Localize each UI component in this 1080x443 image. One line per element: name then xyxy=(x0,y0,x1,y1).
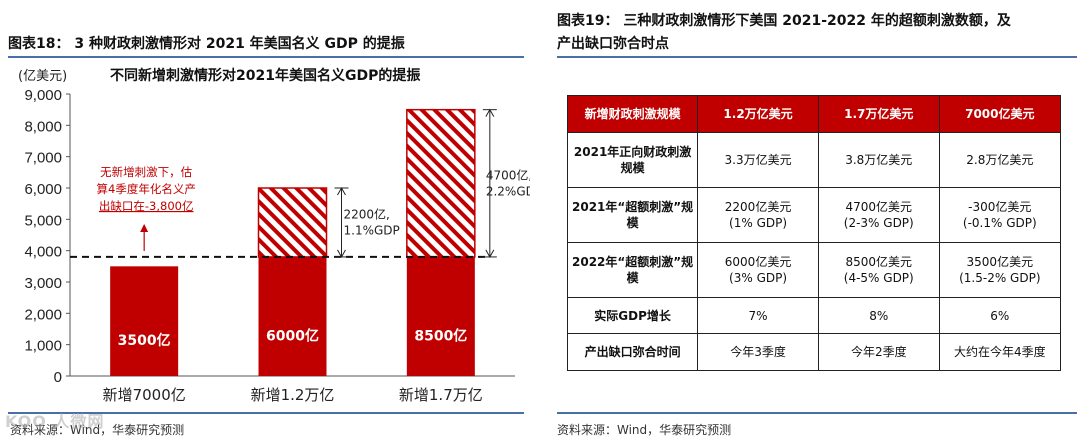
source-rule-left xyxy=(8,412,524,414)
bar xyxy=(110,266,179,376)
table-cell: 4700亿美元 (2-3% GDP) xyxy=(817,187,940,243)
table-row-label: 实际GDP增长 xyxy=(566,297,699,334)
table-row: 产出缺口弥合时间 今年3季度 今年2季度 大约在今年4季度 xyxy=(566,333,1062,371)
table-header-cell: 新增财政刺激规模 xyxy=(566,95,699,133)
y-tick-label: 1,000 xyxy=(24,338,62,355)
y-tick-label: 3,000 xyxy=(24,275,62,292)
figure-title-right-line2: 产出缺口弥合时点 xyxy=(557,36,669,52)
bar xyxy=(406,256,475,376)
table-cell: 6% xyxy=(938,297,1062,334)
gap-arrow-head xyxy=(140,224,149,232)
y-tick-label: 7,000 xyxy=(24,150,62,167)
table-row-label: 2021年正向财政刺激规模 xyxy=(566,132,699,188)
table-cell: 8500亿美元 (4-5% GDP) xyxy=(817,242,940,298)
table-header-cell: 1.2万亿美元 xyxy=(697,95,819,133)
table-cell: 3500亿美元 (1.5-2% GDP) xyxy=(938,242,1062,298)
y-tick-label: 2,000 xyxy=(24,306,62,323)
gap-annotation-line: 无新增刺激下，估 xyxy=(100,165,192,179)
table-cell: 3.8万亿美元 xyxy=(817,132,940,188)
table-row: 2021年正向财政刺激规模 3.3万亿美元 3.8万亿美元 2.8万亿美元 xyxy=(566,132,1062,188)
table-cell: 今年2季度 xyxy=(817,333,940,371)
table-row-label: 产出缺口弥合时间 xyxy=(566,333,699,371)
x-tick-label: 新增7000亿 xyxy=(103,386,186,404)
left-panel: 图表18： 3 种财政刺激情形对 2021 年美国名义 GDP 的提振 不同新增… xyxy=(0,0,530,443)
excess-arrow-top xyxy=(485,108,495,117)
x-tick-label: 新增1.7万亿 xyxy=(399,386,483,404)
table-cell: -300亿美元 (-0.1% GDP) xyxy=(938,187,1062,243)
y-tick-label: 4,000 xyxy=(24,244,62,261)
bar xyxy=(258,256,327,376)
y-tick-label: 5,000 xyxy=(24,212,62,229)
table-cell: 7% xyxy=(697,297,819,334)
table-cell: 2200亿美元 (1% GDP) xyxy=(697,187,819,243)
table-header-cell: 1.7万亿美元 xyxy=(817,95,940,133)
excess-label-line2: 1.1%GDP xyxy=(344,223,400,237)
table-cell: 3.3万亿美元 xyxy=(697,132,819,188)
source-rule-right xyxy=(557,412,1077,414)
excess-label-line2: 2.2%GDP xyxy=(486,184,530,198)
bar-chart: 不同新增刺激情形对2021年美国名义GDP的提振 (亿美元) 0 1,000 2,000… xyxy=(18,67,530,404)
bar-value-label: 6000亿 xyxy=(266,327,319,344)
title-rule-right xyxy=(557,56,1077,58)
table-row: 2022年“超额刺激”规模 6000亿美元 (3% GDP) 8500亿美元 (4-… xyxy=(566,242,1062,298)
table-cell: 6000亿美元 (3% GDP) xyxy=(697,242,819,298)
source-left: 资料来源：Wind，华泰研究预测 xyxy=(10,423,185,437)
table-header-row: 新增财政刺激规模 1.2万亿美元 1.7万亿美元 7000亿美元 xyxy=(566,95,1062,133)
y-tick-label: 9,000 xyxy=(24,87,62,104)
right-panel: 图表19： 三种财政刺激情形下美国 2021-2022 年的超额刺激数额，及 产… xyxy=(555,0,1080,443)
excess-arrow-top xyxy=(337,186,346,196)
chart-title: 不同新增刺激情形对2021年美国名义GDP的提振 xyxy=(110,67,420,84)
gap-annotation-line: 出缺口在-3,800亿 xyxy=(99,199,194,213)
excess-label-line1: 2200亿, xyxy=(344,206,390,221)
table-row-label: 2021年“超额刺激”规模 xyxy=(566,187,699,243)
table-row: 实际GDP增长 7% 8% 6% xyxy=(566,297,1062,334)
stimulus-table: 新增财政刺激规模 1.2万亿美元 1.7万亿美元 7000亿美元 2021年正向… xyxy=(566,95,1062,371)
x-tick-label: 新增1.2万亿 xyxy=(251,386,335,404)
watermark: KOO 人微网 xyxy=(5,412,105,431)
figure-title-left: 图表18： 3 种财政刺激情形对 2021 年美国名义 GDP 的提振 xyxy=(8,36,405,52)
table-row: 2021年“超额刺激”规模 2200亿美元 (1% GDP) 4700亿美元 (2-… xyxy=(566,187,1062,243)
bar-excess-hatched xyxy=(406,108,476,258)
y-tick-label: 0 xyxy=(54,369,62,386)
table-cell: 8% xyxy=(817,297,940,334)
table-cell: 2.8万亿美元 xyxy=(938,132,1062,188)
y-axis-label: (亿美元) xyxy=(18,69,67,84)
figure-title-right-line1: 图表19： 三种财政刺激情形下美国 2021-2022 年的超额刺激数额，及 xyxy=(557,13,1011,29)
gap-annotation-line: 算4季度年化名义产 xyxy=(97,182,196,196)
table-cell: 大约在今年4季度 xyxy=(938,333,1062,371)
excess-arrow-bottom xyxy=(337,249,346,258)
bar-value-label: 3500亿 xyxy=(118,332,171,349)
bar-excess-hatched xyxy=(257,187,328,258)
title-rule-left xyxy=(8,56,524,58)
y-tick-label: 8,000 xyxy=(24,118,62,135)
source-right: 资料来源：Wind，华泰研究预测 xyxy=(557,423,732,437)
excess-arrow-bottom xyxy=(485,249,495,258)
bar-value-label: 8500亿 xyxy=(414,327,467,344)
table-header-cell: 7000亿美元 xyxy=(938,95,1062,133)
excess-label-line1: 4700亿, xyxy=(486,167,530,182)
y-tick-label: 6,000 xyxy=(24,181,62,198)
table-cell: 今年3季度 xyxy=(697,333,819,371)
table-row-label: 2022年“超额刺激”规模 xyxy=(566,242,699,298)
